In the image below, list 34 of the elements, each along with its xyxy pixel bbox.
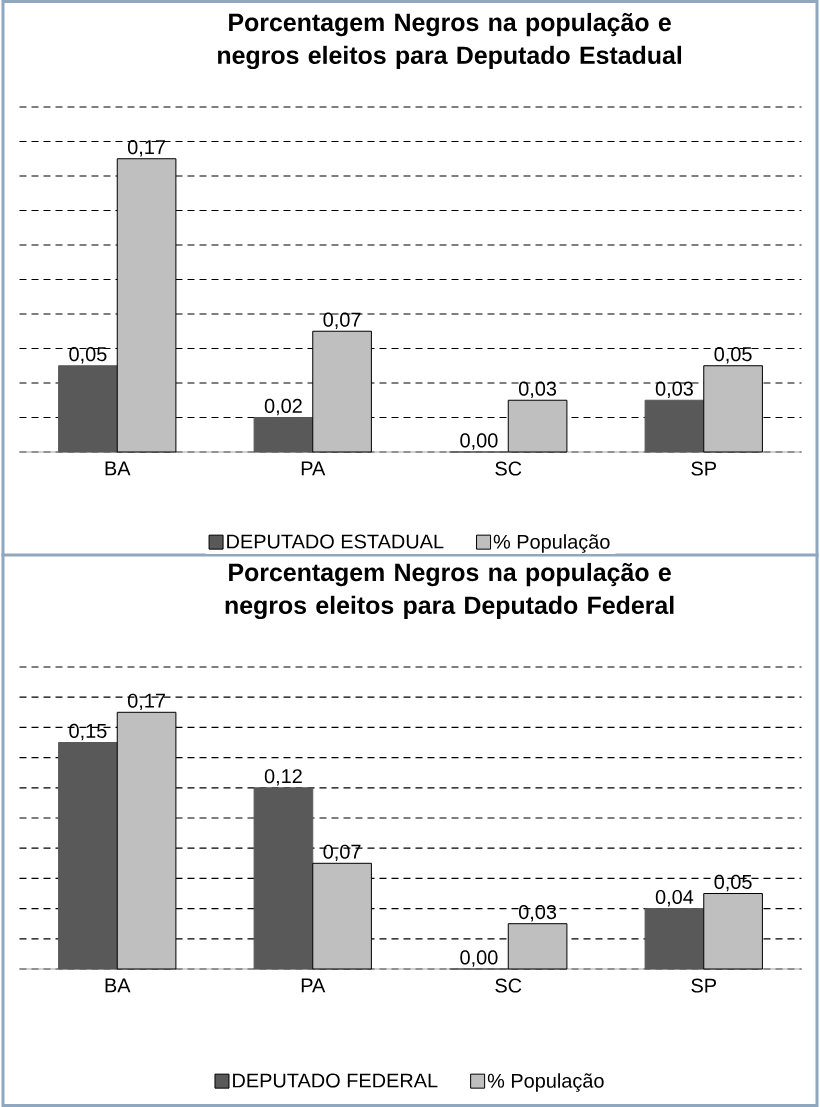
- data-label: 0,17: [127, 693, 165, 711]
- data-label: 0,15: [69, 723, 107, 741]
- x-tick-label: SP: [691, 461, 716, 476]
- bar: [58, 742, 118, 970]
- bar: [253, 416, 314, 453]
- data-label: 0,03: [518, 905, 557, 922]
- bar: [58, 365, 118, 453]
- legend-label: % População: [493, 534, 610, 553]
- data-label: 0,03: [518, 381, 557, 399]
- x-tick-label: PA: [301, 461, 326, 476]
- chart-title: Porcentagem Negros na população e negros eleitos para Deputado Estadual: [218, 12, 682, 70]
- legend-label: % População: [487, 1073, 604, 1092]
- chart-title: Porcentagem Negros na população e negros eleitos para Deputado Federal: [225, 562, 674, 620]
- data-label: 0,07: [323, 312, 361, 330]
- data-label: 0,05: [69, 347, 107, 364]
- data-label: 0,00: [460, 950, 498, 967]
- legend-label: DEPUTADO FEDERAL: [233, 1073, 438, 1088]
- data-label: 0,05: [714, 874, 752, 892]
- x-tick-label: SC: [495, 978, 522, 993]
- data-label: 0,00: [460, 433, 498, 450]
- x-tick-label: BA: [105, 978, 131, 993]
- data-label: 0,04: [655, 889, 694, 907]
- data-label: 0,03: [655, 381, 693, 399]
- x-tick-label: PA: [301, 978, 326, 993]
- bar: [644, 399, 705, 453]
- x-tick-label: SC: [495, 461, 522, 476]
- x-tick-label: SP: [691, 978, 716, 993]
- data-label: 0,07: [323, 844, 361, 862]
- data-label: 0,12: [264, 769, 302, 786]
- data-label: 0,02: [264, 398, 302, 416]
- bar: [644, 908, 705, 970]
- x-tick-label: BA: [105, 461, 131, 476]
- bar: [253, 787, 314, 970]
- legend-label: DEPUTADO ESTADUAL: [227, 534, 444, 549]
